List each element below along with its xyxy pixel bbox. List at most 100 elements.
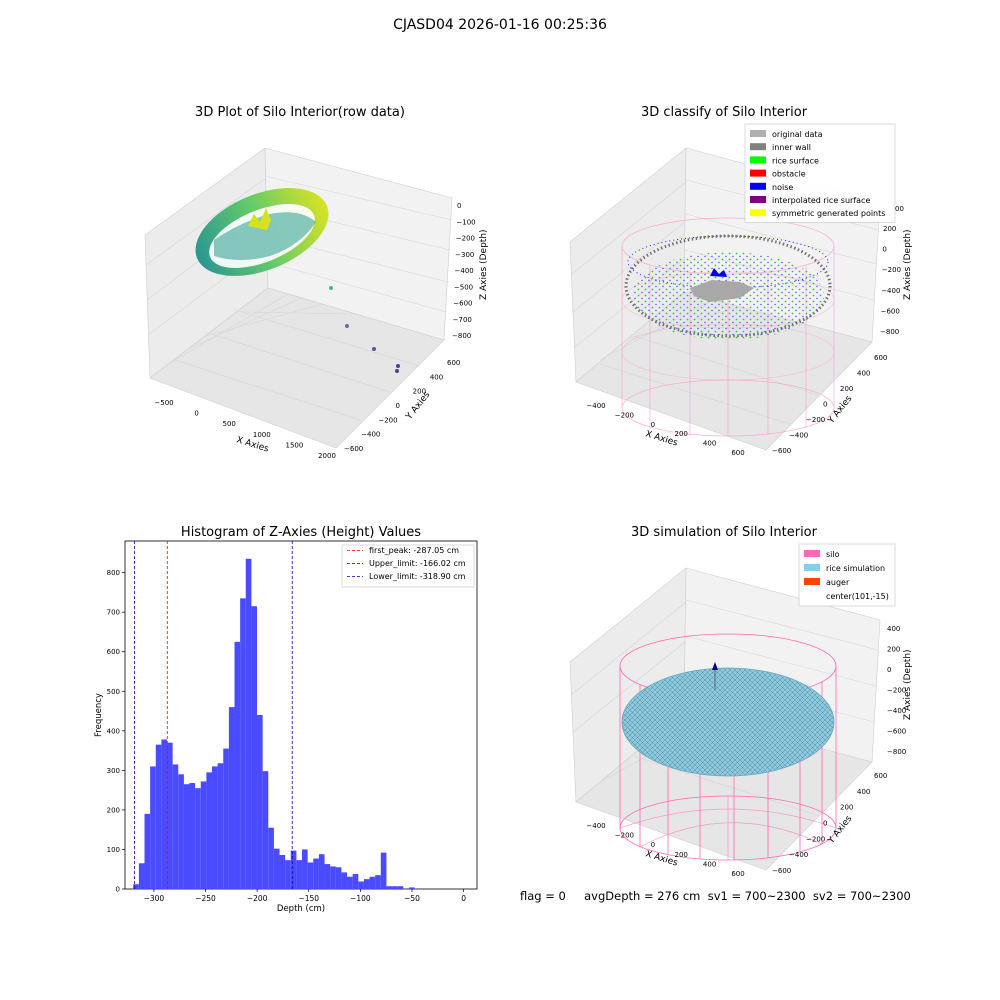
histogram-bar <box>240 598 246 889</box>
histogram-ytick-label: 500 <box>107 688 120 696</box>
histogram-bar <box>375 875 381 889</box>
raw-3d-floor-pane <box>149 287 445 449</box>
histogram-legend <box>341 544 475 588</box>
simulation-3d-xtick: −400 <box>586 822 605 830</box>
histogram-bar <box>324 864 331 889</box>
histogram-bar <box>200 781 207 889</box>
classify-3d-legend-swatch <box>750 209 766 217</box>
raw-3d-ztick: −300 <box>455 251 474 259</box>
classify-3d-ztick: 200 <box>883 225 896 233</box>
raw-3d-panel: −500 0 500 1000 1500 2000 −600 −400 −200 0 200 400… <box>144 147 489 460</box>
simulation-3d-ztick: 400 <box>887 625 900 633</box>
histogram-panel: −300 −250 −200 −150 −100 −50 0 0 100 200 300 400 50… <box>94 540 478 914</box>
classify-3d-legend-label: noise <box>772 183 793 192</box>
raw-3d-outlier-point <box>372 347 376 351</box>
histogram-bar <box>408 887 415 889</box>
classify-3d-xtick: −400 <box>586 402 605 410</box>
histogram-bar <box>352 873 359 889</box>
classify-3d-legend-swatch <box>750 130 766 137</box>
classify-3d-zlabel: Z Axies (Depth) <box>903 229 913 300</box>
simulation-3d-legend-label: rice simulation <box>826 564 885 573</box>
raw-3d-xtick: 1500 <box>285 441 303 449</box>
histogram-bar <box>313 858 319 889</box>
histogram-xtick-label: −150 <box>298 894 319 903</box>
histogram-ytick-label: 600 <box>107 648 120 656</box>
histogram-bar <box>167 742 173 889</box>
simulation-3d-xtick: 200 <box>675 851 688 859</box>
classify-3d-ztick: 0 <box>882 246 886 254</box>
classify-3d-ylabel: Y Axies <box>826 394 855 427</box>
classify-3d-legend-label: rice surface <box>772 156 819 165</box>
histogram-bar <box>178 774 184 889</box>
classify-3d-legend <box>744 123 896 223</box>
histogram-bar <box>341 872 348 889</box>
histogram-xtick-label: −100 <box>350 894 371 903</box>
simulation-3d-ztick: −600 <box>887 728 906 736</box>
simulation-3d-xtick: 0 <box>651 841 655 849</box>
simulation-3d-ztick: −800 <box>887 748 906 756</box>
simulation-3d-ztick: 0 <box>887 666 891 674</box>
classify-3d-ztick: −800 <box>880 328 899 336</box>
classify-3d-ztick-partial: 00 <box>895 205 904 213</box>
simulation-3d-ylabel: Y Axies <box>826 814 855 847</box>
classify-3d-legend-swatch <box>750 169 766 177</box>
classify-3d-ztick: −200 <box>882 266 901 274</box>
simulation-3d-zlabel: Z Axies (Depth) <box>903 649 913 720</box>
simulation-3d-auger <box>712 662 718 670</box>
histogram-bar <box>183 784 190 889</box>
title-simulation-3d: 3D simulation of Silo Interior <box>631 525 818 540</box>
raw-3d-zlabel: Z Axies (Depth) <box>479 229 489 300</box>
title-raw-3d: 3D Plot of Silo Interior(row data) <box>195 105 405 120</box>
raw-3d-outlier-point <box>396 364 400 368</box>
histogram-ytick-label: 700 <box>107 609 120 617</box>
histogram-bar <box>257 715 263 889</box>
histogram-legend-label: Lower_limit: -318.90 cm <box>369 572 466 581</box>
simulation-3d-legend-label: silo <box>826 550 840 559</box>
raw-3d-xtick: 1000 <box>253 431 271 439</box>
raw-3d-ztick: −700 <box>453 316 472 324</box>
histogram-bar <box>262 771 269 889</box>
classify-3d-ytick: 400 <box>857 370 870 378</box>
raw-3d-xtick: −500 <box>154 399 173 407</box>
simulation-3d-ytick: −400 <box>789 851 808 859</box>
classify-3d-legend-label: symmetric generated points <box>772 209 885 218</box>
classify-3d-xtick: 400 <box>703 440 716 448</box>
histogram-xtick-label: −200 <box>247 894 268 903</box>
simulation-3d-xtick: 400 <box>703 860 716 868</box>
histogram-xtick-label: −50 <box>404 894 420 903</box>
histogram-bar <box>251 606 258 889</box>
raw-3d-xtick: 0 <box>194 410 198 418</box>
histogram-ytick-label: 0 <box>116 886 120 894</box>
histogram-bar <box>369 876 376 889</box>
classify-3d-ytick: −200 <box>806 416 825 424</box>
histogram-bar <box>318 854 325 889</box>
classify-3d-legend-swatch <box>750 196 766 203</box>
histogram-ytick-label: 200 <box>107 806 120 814</box>
histogram-bar <box>386 886 393 889</box>
raw-3d-xtick: 500 <box>223 420 236 428</box>
histogram-xtick-label: −300 <box>144 894 165 903</box>
raw-3d-ytick: −200 <box>378 416 397 424</box>
histogram-bar <box>228 707 235 889</box>
raw-3d-ytick: 0 <box>396 402 400 410</box>
classify-3d-ztick: −400 <box>881 287 900 295</box>
classify-3d-xtick: 600 <box>731 449 744 457</box>
histogram-bar <box>206 772 213 889</box>
simulation-3d-legend-label: center(101,-15) <box>826 592 889 601</box>
histogram-bar <box>279 854 286 889</box>
classify-3d-ytick: 0 <box>823 401 827 409</box>
raw-3d-ytick: 200 <box>413 388 426 396</box>
simulation-3d-ytick: 600 <box>874 772 887 780</box>
histogram-bar <box>347 876 353 889</box>
raw-3d-ytick: 600 <box>447 359 460 367</box>
classify-3d-legend-swatch <box>750 156 766 164</box>
simulation-3d-ytick: 0 <box>823 820 827 828</box>
histogram-bar <box>195 788 201 889</box>
status-line: flag = 0 avgDepth = 276 cm sv1 = 700~230… <box>520 889 911 903</box>
histogram-bar <box>172 764 179 889</box>
histogram-bar <box>133 884 139 889</box>
histogram-bar <box>223 748 229 889</box>
histogram-bar <box>144 813 151 889</box>
histogram-bar <box>358 881 364 889</box>
classify-3d-legend-label: interpolated rice surface <box>772 196 870 205</box>
